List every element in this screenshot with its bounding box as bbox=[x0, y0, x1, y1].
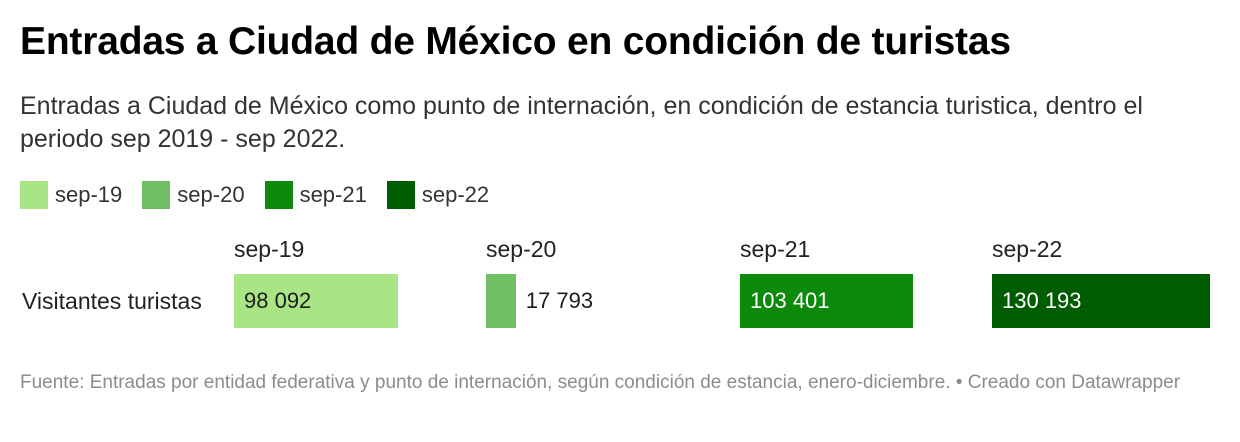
bar-value-label: 17 793 bbox=[525, 288, 594, 313]
legend-swatch bbox=[20, 181, 48, 209]
legend-swatch bbox=[264, 181, 293, 209]
bar-sep-21 bbox=[740, 274, 914, 328]
bar-sep-19 bbox=[234, 274, 399, 328]
row-label: Visitantes turistas bbox=[22, 288, 202, 314]
column-header-sep-22: sep-22 bbox=[992, 236, 1063, 262]
legend-label: sep-21 bbox=[299, 182, 367, 207]
legend-item-sep-20: sep-20 bbox=[142, 181, 245, 209]
source-footer: Fuente: Entradas por entidad federativa … bbox=[20, 372, 1181, 393]
bar-sep-22 bbox=[992, 274, 1210, 328]
chart-title: Entradas a Ciudad de México en condición… bbox=[20, 20, 1011, 63]
legend-swatch bbox=[142, 181, 171, 209]
legend: sep-19 sep-20 sep-21 sep-22 bbox=[20, 180, 509, 210]
legend-label: sep-19 bbox=[55, 182, 123, 207]
column-header-sep-19: sep-19 bbox=[234, 236, 305, 262]
legend-item-sep-22: sep-22 bbox=[386, 181, 490, 209]
legend-label: sep-22 bbox=[421, 182, 490, 207]
bar-sep-20 bbox=[486, 274, 516, 328]
column-header-sep-21: sep-21 bbox=[740, 236, 811, 262]
chart-subtitle: Entradas a Ciudad de México como punto d… bbox=[20, 92, 1143, 153]
legend-swatch bbox=[386, 181, 415, 209]
legend-item-sep-19: sep-19 bbox=[20, 181, 122, 209]
bar-value-label: 98 092 bbox=[244, 288, 312, 313]
bar-value-label: 130 193 bbox=[1002, 288, 1082, 313]
legend-label: sep-20 bbox=[177, 182, 245, 207]
legend-item-sep-21: sep-21 bbox=[264, 181, 367, 209]
bar-value-label: 103 401 bbox=[750, 288, 830, 313]
column-header-sep-20: sep-20 bbox=[486, 236, 557, 262]
